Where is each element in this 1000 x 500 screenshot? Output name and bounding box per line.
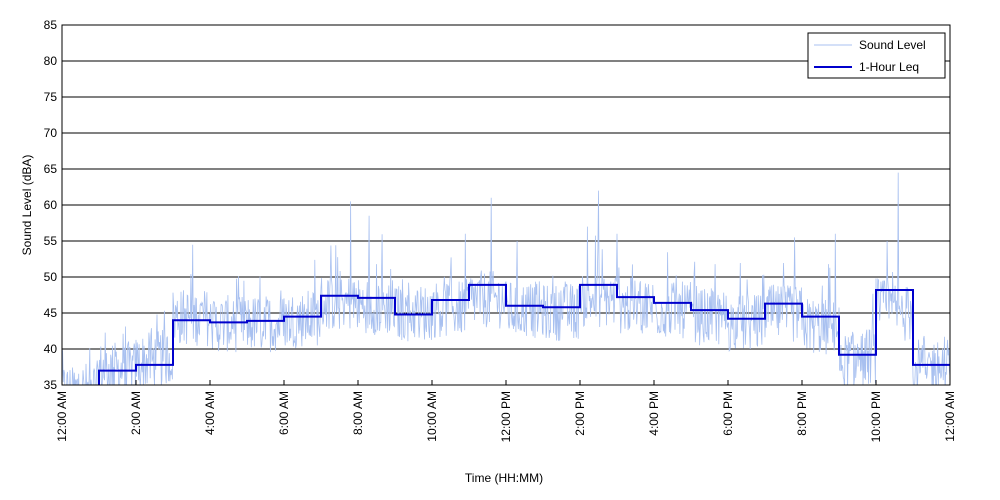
x-tick-label: 2:00 AM (129, 391, 143, 435)
x-tick-label: 8:00 PM (795, 391, 809, 436)
y-tick-label: 70 (44, 126, 58, 140)
y-tick-label: 75 (44, 90, 58, 104)
x-tick-label: 2:00 PM (573, 391, 587, 436)
y-axis-label: Sound Level (dBA) (20, 155, 34, 256)
y-tick-label: 65 (44, 162, 58, 176)
x-tick-label: 12:00 AM (943, 391, 957, 442)
legend-box (807, 32, 946, 79)
x-axis-label: Time (HH:MM) (465, 471, 543, 485)
x-tick-label: 10:00 PM (869, 391, 883, 442)
y-tick-label: 55 (44, 234, 58, 248)
y-tick-label: 60 (44, 198, 58, 212)
x-tick-label: 6:00 PM (721, 391, 735, 436)
x-tick-label: 6:00 AM (277, 391, 291, 435)
y-tick-label: 85 (44, 18, 58, 32)
y-gridlines (62, 60, 950, 350)
x-tick-label: 10:00 AM (425, 391, 439, 442)
x-tick-label: 4:00 PM (647, 391, 661, 436)
x-tick-label: 12:00 AM (55, 391, 69, 442)
y-tick-label: 35 (44, 378, 58, 392)
y-axis: 35 40 45 50 55 60 65 70 75 80 85 (44, 18, 67, 392)
x-axis: 12:00 AM 2:00 AM 4:00 AM 6:00 AM 8:00 AM 10:0… (55, 380, 957, 442)
x-tick-label: 4:00 AM (203, 391, 217, 435)
y-tick-label: 40 (44, 342, 58, 356)
legend-label-sound-level: Sound Level (859, 38, 926, 52)
legend-label-leq: 1-Hour Leq (859, 60, 919, 74)
leq-series (98, 283, 950, 385)
x-tick-label: 12:00 PM (499, 391, 513, 442)
leq-step-line (98, 283, 950, 385)
x-tick-label: 8:00 AM (351, 391, 365, 435)
y-tick-label: 50 (44, 270, 58, 284)
y-tick-label: 45 (44, 306, 58, 320)
y-tick-label: 80 (44, 54, 58, 68)
legend: Sound Level 1-Hour Leq (807, 32, 946, 79)
